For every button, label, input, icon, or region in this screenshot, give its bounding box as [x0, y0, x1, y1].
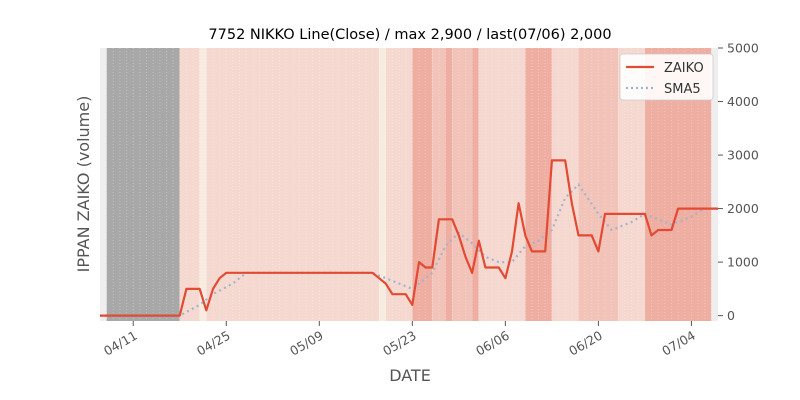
background-band — [379, 48, 386, 321]
legend: ZAIKO SMA5 — [619, 53, 714, 101]
background-band — [206, 48, 380, 321]
y-tick-label: 5000 — [727, 41, 759, 56]
y-tick-label: 0 — [727, 308, 735, 323]
background-band — [199, 48, 207, 321]
background-bands — [100, 48, 718, 321]
y-tick-label: 1000 — [727, 255, 759, 270]
background-band — [432, 48, 446, 321]
y-tick-label: 3000 — [727, 148, 759, 163]
y-tick-label: 2000 — [727, 201, 759, 216]
y-tick-label: 4000 — [727, 94, 759, 109]
legend-label-zaiko: ZAIKO — [664, 61, 704, 76]
background-band — [445, 48, 453, 321]
background-band — [106, 48, 180, 321]
background-band — [472, 48, 479, 321]
y-axis-label: IPPAN ZAIKO (volume) — [74, 96, 93, 273]
background-band — [525, 48, 552, 321]
background-band — [478, 48, 526, 321]
y-axis: 0 1000 2000 3000 4000 5000 — [718, 41, 759, 323]
legend-box — [619, 53, 714, 101]
series-line-zaiko — [100, 159, 718, 317]
background-band — [179, 48, 200, 321]
background-band — [100, 48, 107, 321]
legend-label-sma5: SMA5 — [664, 82, 701, 97]
background-band — [578, 48, 619, 321]
chart-title: 7752 NIKKO Line(Close) / max 2,900 / las… — [208, 27, 611, 43]
background-band — [452, 48, 473, 321]
background-band — [412, 48, 433, 321]
series-line-sma5 — [100, 183, 718, 317]
series-group — [100, 159, 718, 317]
x-axis-label: DATE — [389, 366, 431, 385]
background-band — [711, 48, 718, 321]
background-band — [551, 48, 579, 321]
background-band — [385, 48, 413, 321]
